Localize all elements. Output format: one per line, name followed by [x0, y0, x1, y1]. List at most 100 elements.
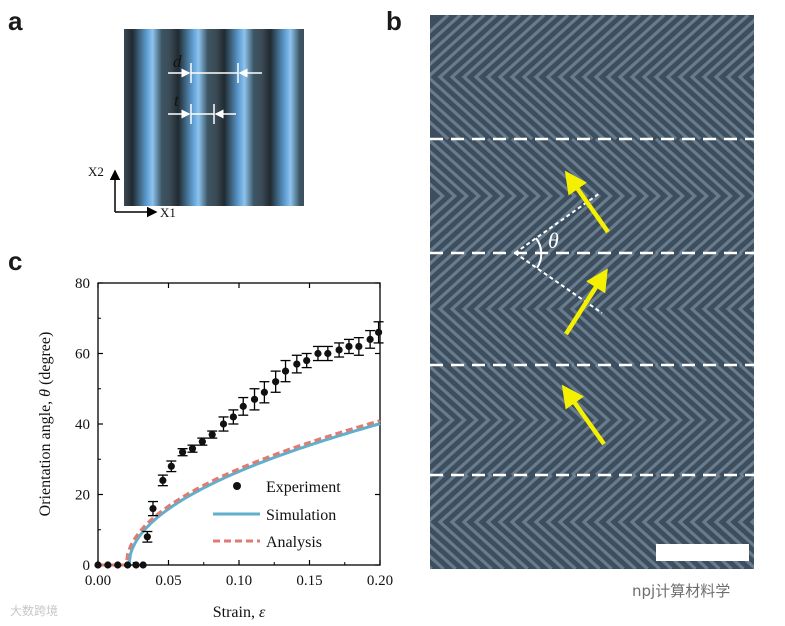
- chevron-stripe: [534, 363, 599, 477]
- chevron-stripe: [430, 251, 479, 367]
- chevron-stripe: [726, 363, 754, 477]
- chevron-stripe: [678, 363, 743, 477]
- experiment-point: [229, 413, 237, 421]
- x-tick-label: 0.15: [296, 573, 322, 589]
- x1-axis-label: X1: [160, 205, 176, 220]
- yellow-arrow-2: [564, 268, 608, 336]
- experiment-point: [272, 378, 280, 386]
- chevron-stripe: [430, 473, 469, 569]
- chevron-stripe: [569, 473, 625, 569]
- experiment-point: [124, 561, 132, 569]
- experiment-point: [114, 561, 122, 569]
- panel-c-label: c: [8, 246, 23, 276]
- chevron-stripe: [618, 137, 686, 255]
- chevron-stripe: [558, 137, 626, 255]
- chevron-stripe: [737, 507, 754, 537]
- chevron-stripe: [749, 73, 754, 81]
- chevron-stripe: [461, 473, 517, 569]
- chevron-stripe: [749, 305, 754, 313]
- chevron-stripe: [641, 251, 707, 367]
- chevron-stripe: [509, 473, 565, 569]
- chevron-stripe: [533, 251, 599, 367]
- chevron-stripe: [485, 473, 541, 569]
- chevron-stripe: [653, 15, 726, 141]
- chevron-stripe: [569, 251, 635, 367]
- chevron-stripe: [713, 485, 754, 559]
- legend-simulation-label: Simulation: [266, 507, 336, 524]
- chevron-stripe: [461, 251, 527, 367]
- chevron-stripe: [430, 15, 486, 141]
- chevron-stripe: [510, 137, 578, 255]
- x-tick-label: 0.20: [367, 573, 393, 589]
- chevron-stripe: [430, 375, 479, 465]
- chevron-stripe: [581, 15, 654, 141]
- experiment-point: [104, 561, 112, 569]
- panel-b-label: b: [386, 6, 402, 36]
- chevron-stripe: [617, 473, 673, 569]
- chevron-stripe: [430, 15, 474, 141]
- experiment-point: [219, 420, 228, 428]
- experiment-point: [335, 346, 343, 354]
- chevron-stripes: [430, 15, 754, 569]
- chevron-stripe: [702, 137, 754, 255]
- chevron-stripe: [462, 137, 530, 255]
- chevron-stripe: [509, 15, 582, 141]
- chevron-stripe: [474, 137, 542, 255]
- chevron-stripe: [629, 15, 702, 141]
- chevron-stripe: [713, 40, 754, 114]
- chevron-stripe: [666, 363, 731, 477]
- chevron-stripe: [521, 473, 577, 569]
- chevron-stripe: [606, 363, 671, 477]
- chevron-stripe: [497, 473, 553, 569]
- chevron-stripe: [430, 15, 462, 141]
- chevron-stripe: [449, 251, 515, 367]
- chevron-stripe: [617, 251, 683, 367]
- chevron-stripe: [533, 473, 589, 569]
- analysis-curve: [98, 419, 381, 567]
- chevron-stripe: [725, 51, 754, 103]
- experiment-point: [293, 360, 301, 368]
- chevron-stripe: [689, 251, 754, 367]
- simulation-curve: [98, 422, 381, 567]
- experiment-point: [314, 349, 322, 358]
- chevron-stripe: [605, 473, 661, 569]
- chevron-stripe: [437, 473, 493, 569]
- y-tick-label: 20: [75, 488, 90, 504]
- chevron-stripe: [737, 62, 754, 92]
- chevron-stripe: [677, 251, 743, 367]
- chevron-stripe: [430, 397, 455, 443]
- chevron-stripe: [430, 251, 467, 367]
- chevron-stripe: [714, 137, 754, 255]
- chevron-stripe: [678, 137, 746, 255]
- chevron-stripe: [461, 15, 534, 141]
- chevron-stripe: [473, 473, 529, 569]
- chevron-stripe: [497, 251, 563, 367]
- chevron-stripe: [689, 18, 754, 136]
- chevron-stripe: [630, 363, 695, 477]
- chevron-stripe: [666, 137, 734, 255]
- legend-experiment-marker: [233, 482, 241, 490]
- experiment-point: [345, 342, 353, 351]
- x-tick-label: 0.10: [226, 573, 252, 589]
- chevron-stripe: [430, 171, 458, 221]
- chevron-stripe: [430, 160, 470, 232]
- chevron-stripe: [653, 251, 719, 367]
- experiment-point: [139, 561, 147, 569]
- chevron-stripe: [430, 386, 467, 454]
- chevron-stripe: [629, 251, 695, 367]
- chevron-stripe: [545, 15, 618, 141]
- chevron-stripe: [497, 15, 570, 141]
- chevron-stripe: [702, 363, 754, 477]
- chevron-stripe: [430, 364, 491, 476]
- chevron-stripe: [690, 363, 754, 477]
- chevron-stripe: [533, 15, 606, 141]
- chevron-stripe: [509, 251, 575, 367]
- x2-axis-label: X2: [88, 164, 104, 179]
- experiment-point: [188, 445, 197, 453]
- chevron-stripe: [510, 363, 575, 477]
- chevron-stripe: [546, 363, 611, 477]
- legend-analysis-label: Analysis: [266, 534, 322, 551]
- angle-arc: [535, 237, 543, 269]
